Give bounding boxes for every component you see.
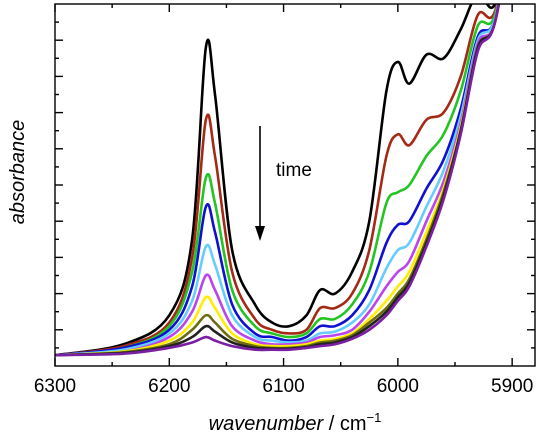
spectrum-line-1 — [55, 4, 497, 357]
x-tick-label: 6300 — [34, 376, 76, 397]
x-axis-title-exponent: −1 — [367, 410, 382, 425]
x-tick-label: 6000 — [377, 376, 419, 397]
series-layer — [55, 4, 501, 357]
tick-layer — [54, 4, 535, 366]
time-arrow-head — [255, 226, 265, 241]
spectrum-line-3 — [55, 4, 500, 357]
x-tick-labels: 6300 6200 6100 6000 5900 — [34, 376, 533, 397]
y-axis-title: absorbance — [7, 120, 29, 225]
x-axis-title-main: wavenumber — [209, 413, 325, 435]
x-tick-label: 6100 — [262, 376, 304, 397]
spectrum-line-10 — [55, 4, 501, 357]
time-annotation: time — [276, 160, 312, 181]
spectrum-line-2 — [55, 4, 499, 357]
x-axis-title-unit: / cm — [323, 413, 366, 435]
x-axis-title: wavenumber / cm−1 — [209, 410, 382, 435]
spectrum-line-5 — [55, 4, 500, 357]
x-tick-label: 5900 — [491, 376, 533, 397]
spectrum-line-4 — [55, 4, 500, 357]
x-tick-label: 6200 — [148, 376, 190, 397]
